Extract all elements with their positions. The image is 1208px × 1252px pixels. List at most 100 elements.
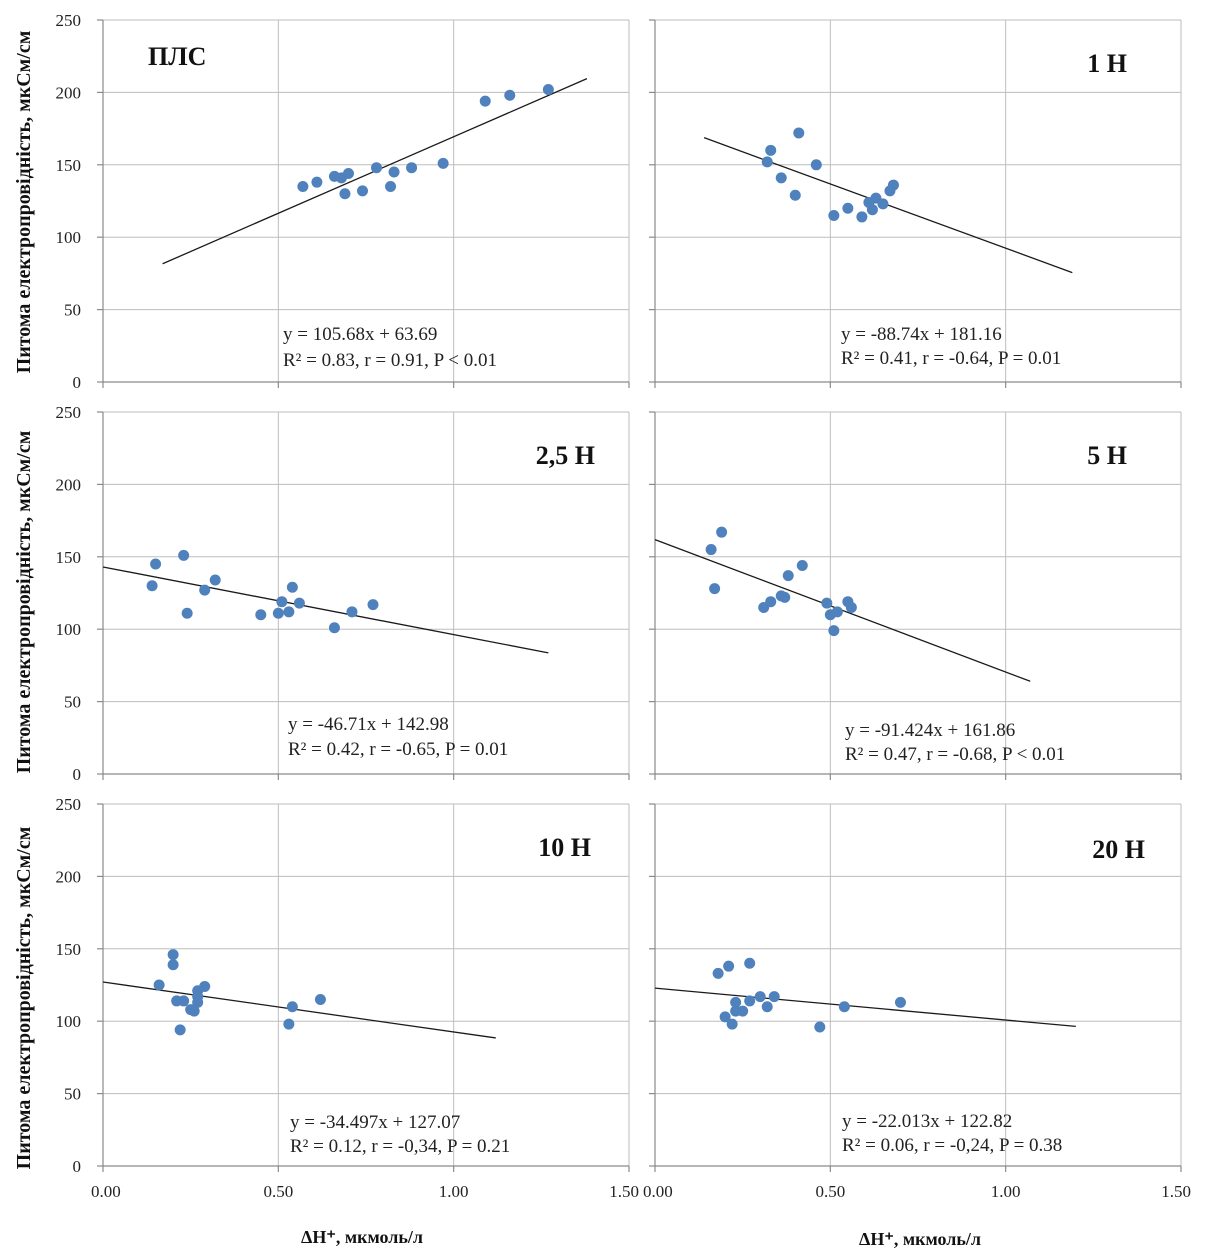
data-point	[504, 89, 516, 101]
x-tick-label: 1.00	[991, 1182, 1021, 1201]
data-point	[730, 996, 742, 1008]
y-tick-label: 150	[56, 940, 82, 959]
data-point	[367, 599, 379, 611]
data-point	[181, 607, 193, 619]
data-point	[174, 1024, 186, 1036]
y-tick-label: 150	[56, 548, 82, 567]
data-point	[167, 959, 179, 971]
data-point	[178, 995, 190, 1007]
data-point	[723, 960, 735, 972]
data-point	[283, 1018, 295, 1030]
data-point	[761, 156, 773, 168]
y-tick-label: 150	[56, 156, 82, 175]
trendline	[102, 566, 549, 654]
data-point	[705, 544, 717, 556]
data-point	[712, 967, 724, 979]
panel-20n: 0.00 0.50 1.00 1.50 20 Н y = -22.013x + 122.8…	[643, 803, 1191, 1201]
data-point	[314, 993, 326, 1005]
data-point	[388, 166, 400, 178]
data-point	[150, 558, 162, 570]
regression-equation: y = -46.71x + 142.98	[288, 714, 449, 735]
y-tick-label: 100	[56, 228, 82, 247]
x-tick-label: 0.00	[91, 1182, 121, 1201]
data-point	[716, 526, 728, 538]
y-tick-label: 0	[73, 1157, 82, 1176]
data-point	[821, 597, 833, 609]
data-point	[754, 991, 766, 1003]
data-point	[719, 1011, 731, 1023]
x-tick-label: 1.50	[609, 1182, 639, 1201]
regression-equation: y = 105.68x + 63.69	[283, 324, 437, 345]
regression-equation: y = -34.497x + 127.07	[290, 1112, 460, 1133]
panel-5n: 5 Н y = -91.424x + 161.86 R² = 0.47, r = -…	[649, 411, 1182, 780]
x-tick-label: 1.50	[1161, 1182, 1191, 1201]
data-point	[346, 606, 358, 618]
regression-stats: R² = 0.06, r = -0,24, P = 0.38	[842, 1135, 1062, 1156]
data-point	[831, 606, 843, 618]
panel-title: 10 Н	[538, 833, 591, 862]
data-point	[272, 607, 284, 619]
data-point	[866, 204, 878, 216]
data-point	[761, 1001, 773, 1013]
panel-10n: 0 50 100 150 200 250 0.00 0.50 1.00 1.50 10 Н y = -…	[56, 795, 640, 1201]
trendline	[102, 981, 496, 1039]
data-point	[286, 581, 298, 593]
y-axis-label-row-3: Питома електропровідність, мкСм/см	[13, 827, 35, 1170]
regression-stats: R² = 0.47, r = -0.68, P < 0.01	[845, 744, 1065, 765]
data-point	[765, 596, 777, 608]
x-axis-label-right: ΔH⁺, мкмоль/л	[859, 1229, 981, 1249]
x-tick-label: 0.00	[643, 1182, 673, 1201]
data-point	[255, 609, 267, 621]
data-point	[775, 172, 787, 184]
y-tick-label: 50	[64, 693, 81, 712]
data-point	[286, 1001, 298, 1013]
y-tick-label: 200	[56, 867, 82, 886]
data-point	[276, 596, 288, 608]
y-tick-label: 100	[56, 620, 82, 639]
data-point	[856, 211, 868, 223]
x-tick-label: 0.50	[815, 1182, 845, 1201]
y-tick-label: 50	[64, 1085, 81, 1104]
data-point	[765, 144, 777, 156]
data-point	[744, 957, 756, 969]
data-point	[385, 181, 397, 193]
regression-equation: y = -22.013x + 122.82	[842, 1111, 1012, 1132]
data-point	[828, 209, 840, 221]
y-axis-label-row-1: Питома електропровідність, мкСм/см	[13, 31, 35, 374]
x-tick-label: 1.00	[439, 1182, 469, 1201]
data-point	[838, 1001, 850, 1013]
data-point	[796, 559, 808, 571]
data-point	[768, 991, 780, 1003]
regression-equation: y = -88.74x + 181.16	[841, 324, 1002, 345]
x-tick-label: 0.50	[263, 1182, 293, 1201]
y-tick-label: 200	[56, 83, 82, 102]
data-point	[406, 162, 418, 174]
data-point	[810, 159, 822, 171]
regression-equation: y = -91.424x + 161.86	[845, 720, 1015, 741]
data-point	[356, 185, 368, 197]
data-point	[887, 179, 899, 191]
data-point	[328, 622, 340, 634]
data-point	[209, 574, 221, 586]
data-point	[342, 167, 354, 179]
trendline	[654, 987, 1076, 1028]
data-point	[283, 606, 295, 618]
y-tick-label: 200	[56, 475, 82, 494]
panel-1n: 1 Н y = -88.74x + 181.16 R² = 0.41, r = -0…	[649, 19, 1182, 388]
data-point	[167, 949, 179, 961]
data-point	[339, 188, 351, 200]
panel-2-5n: 0 50 100 150 200 250 2,5 Н y = -46.71x + 142.98…	[56, 403, 630, 784]
data-point	[371, 162, 383, 174]
data-point	[877, 198, 889, 210]
data-point	[437, 157, 449, 169]
data-point	[709, 583, 721, 595]
data-point	[793, 127, 805, 139]
y-tick-label: 50	[64, 301, 81, 320]
panel-title: ПЛС	[148, 42, 206, 71]
data-point	[199, 584, 211, 596]
y-tick-label: 100	[56, 1012, 82, 1031]
data-point	[479, 95, 491, 107]
data-point	[842, 202, 854, 214]
panel-title: 5 Н	[1087, 441, 1127, 470]
y-tick-label: 250	[56, 795, 82, 814]
